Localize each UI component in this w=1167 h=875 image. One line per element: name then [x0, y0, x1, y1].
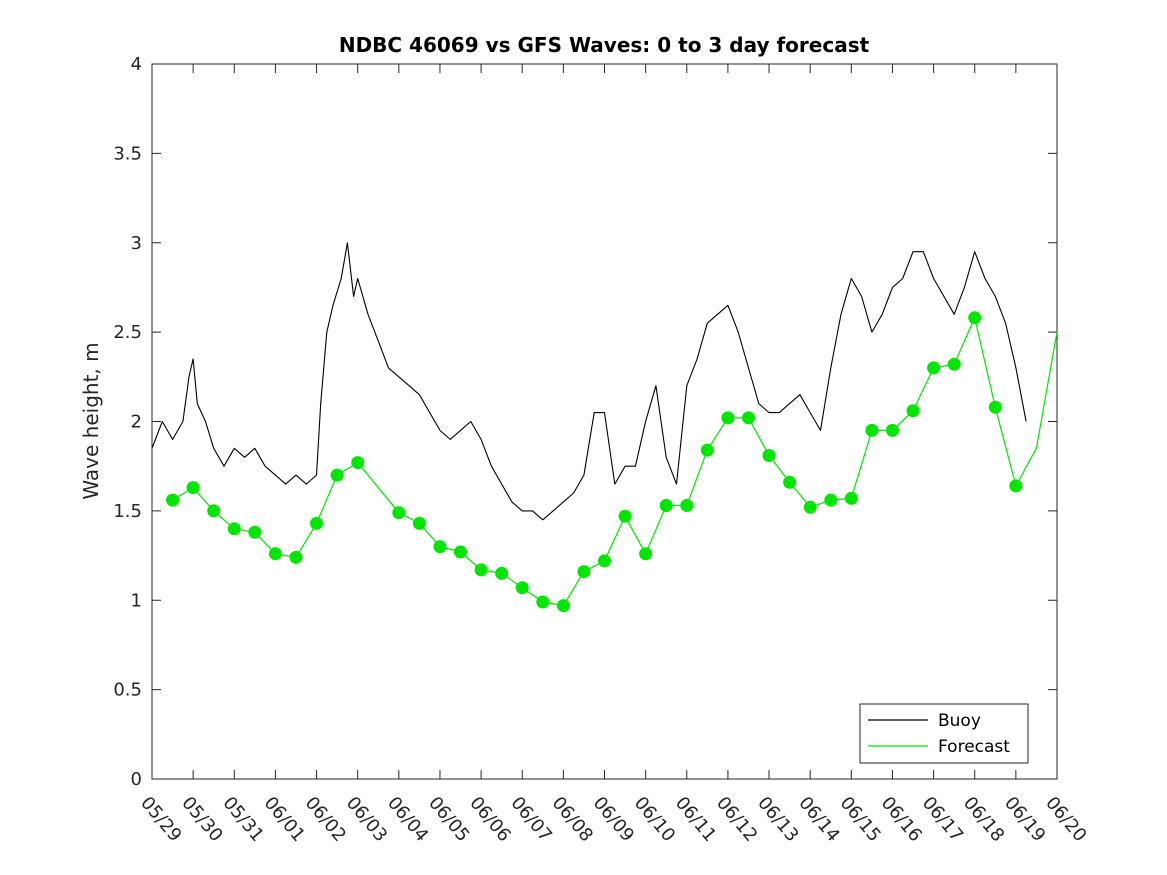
- forecast-marker: [618, 509, 632, 523]
- forecast-marker: [639, 547, 653, 561]
- forecast-marker: [536, 595, 550, 609]
- forecast-marker: [742, 411, 755, 425]
- x-tick-label: 06/10: [630, 793, 679, 846]
- x-tick-label: 06/02: [301, 793, 350, 846]
- forecast-marker: [721, 411, 735, 425]
- y-tick-label: 0.5: [113, 680, 142, 701]
- x-tick-label: 06/04: [383, 793, 432, 846]
- forecast-marker: [412, 516, 426, 530]
- forecast-marker: [659, 499, 673, 512]
- forecast-marker: [783, 475, 797, 489]
- x-tick-label: 06/20: [1041, 793, 1090, 846]
- legend-box: [859, 703, 1029, 764]
- x-tick-label: 06/18: [959, 793, 1008, 846]
- x-tick-label: 06/12: [712, 793, 761, 846]
- forecast-marker: [1009, 479, 1023, 493]
- forecast-marker: [906, 404, 920, 418]
- forecast-marker: [186, 481, 200, 495]
- y-tick-label: 1.5: [113, 501, 142, 522]
- forecast-marker: [474, 563, 488, 577]
- x-tick-label: 06/08: [548, 793, 597, 846]
- x-tick-label: 06/01: [260, 793, 309, 846]
- forecast-marker: [515, 581, 529, 595]
- forecast-marker: [947, 357, 961, 371]
- forecast-markers: [166, 311, 1023, 613]
- y-axis: 0 0.5 1 1.5 2 2.5 3 3.5 4: [113, 54, 1057, 790]
- legend-label-forecast: Forecast: [938, 737, 1010, 757]
- forecast-marker: [680, 499, 694, 512]
- legend-label-buoy: Buoy: [938, 711, 981, 731]
- forecast-marker: [598, 554, 611, 568]
- x-tick-label: 06/09: [589, 793, 638, 846]
- forecast-marker: [351, 456, 365, 470]
- forecast-marker: [577, 565, 591, 579]
- forecast-marker: [310, 516, 323, 530]
- y-tick-label: 4: [131, 54, 142, 75]
- forecast-marker: [968, 311, 982, 325]
- forecast-marker: [166, 493, 180, 507]
- x-tick-label: 06/16: [877, 793, 926, 846]
- x-tick-label: 06/13: [753, 793, 802, 846]
- y-tick-label: 2: [131, 412, 142, 433]
- forecast-marker: [927, 361, 941, 375]
- legend: Buoy Forecast: [859, 703, 1029, 764]
- forecast-marker: [803, 500, 817, 514]
- x-tick-label: 06/05: [424, 793, 473, 846]
- plot-frame: [151, 63, 1058, 780]
- forecast-marker: [289, 550, 303, 564]
- forecast-marker: [495, 566, 509, 580]
- x-tick-label: 05/29: [136, 793, 185, 846]
- forecast-marker: [824, 493, 838, 507]
- forecast-marker: [330, 468, 344, 482]
- forecast-marker: [433, 540, 447, 554]
- forecast-marker: [207, 504, 221, 518]
- x-tick-label: 06/07: [506, 793, 555, 846]
- x-tick-label: 06/06: [465, 793, 514, 846]
- x-tick-label: 06/14: [794, 793, 843, 846]
- chart-title: NDBC 46069 vs GFS Waves: 0 to 3 day fore…: [339, 33, 870, 57]
- forecast-marker: [268, 547, 282, 561]
- x-tick-label: 06/19: [1000, 793, 1049, 846]
- forecast-marker: [454, 545, 467, 559]
- y-tick-label: 2.5: [113, 322, 142, 343]
- forecast-marker: [248, 525, 262, 539]
- y-tick-label: 0: [131, 769, 142, 790]
- forecast-marker: [865, 423, 879, 437]
- y-tick-label: 1: [131, 590, 142, 611]
- x-tick-label: 06/15: [835, 793, 884, 846]
- forecast-marker: [700, 443, 714, 457]
- forecast-marker: [886, 423, 899, 437]
- forecast-marker: [844, 491, 858, 505]
- x-tick-label: 06/17: [918, 793, 967, 846]
- x-tick-label: 05/30: [177, 793, 226, 846]
- y-tick-label: 3.5: [113, 143, 142, 164]
- y-axis-label: Wave height, m: [79, 342, 103, 499]
- forecast-marker: [762, 449, 776, 462]
- forecast-marker: [392, 506, 406, 520]
- forecast-marker: [227, 522, 241, 536]
- forecast-marker: [988, 400, 1002, 414]
- x-tick-label: 05/31: [218, 793, 267, 846]
- x-tick-label: 06/03: [342, 793, 391, 846]
- x-tick-label: 06/11: [671, 793, 720, 846]
- y-tick-label: 3: [131, 233, 142, 254]
- series-line-buoy: [151, 242, 1027, 521]
- forecast-marker: [556, 599, 570, 613]
